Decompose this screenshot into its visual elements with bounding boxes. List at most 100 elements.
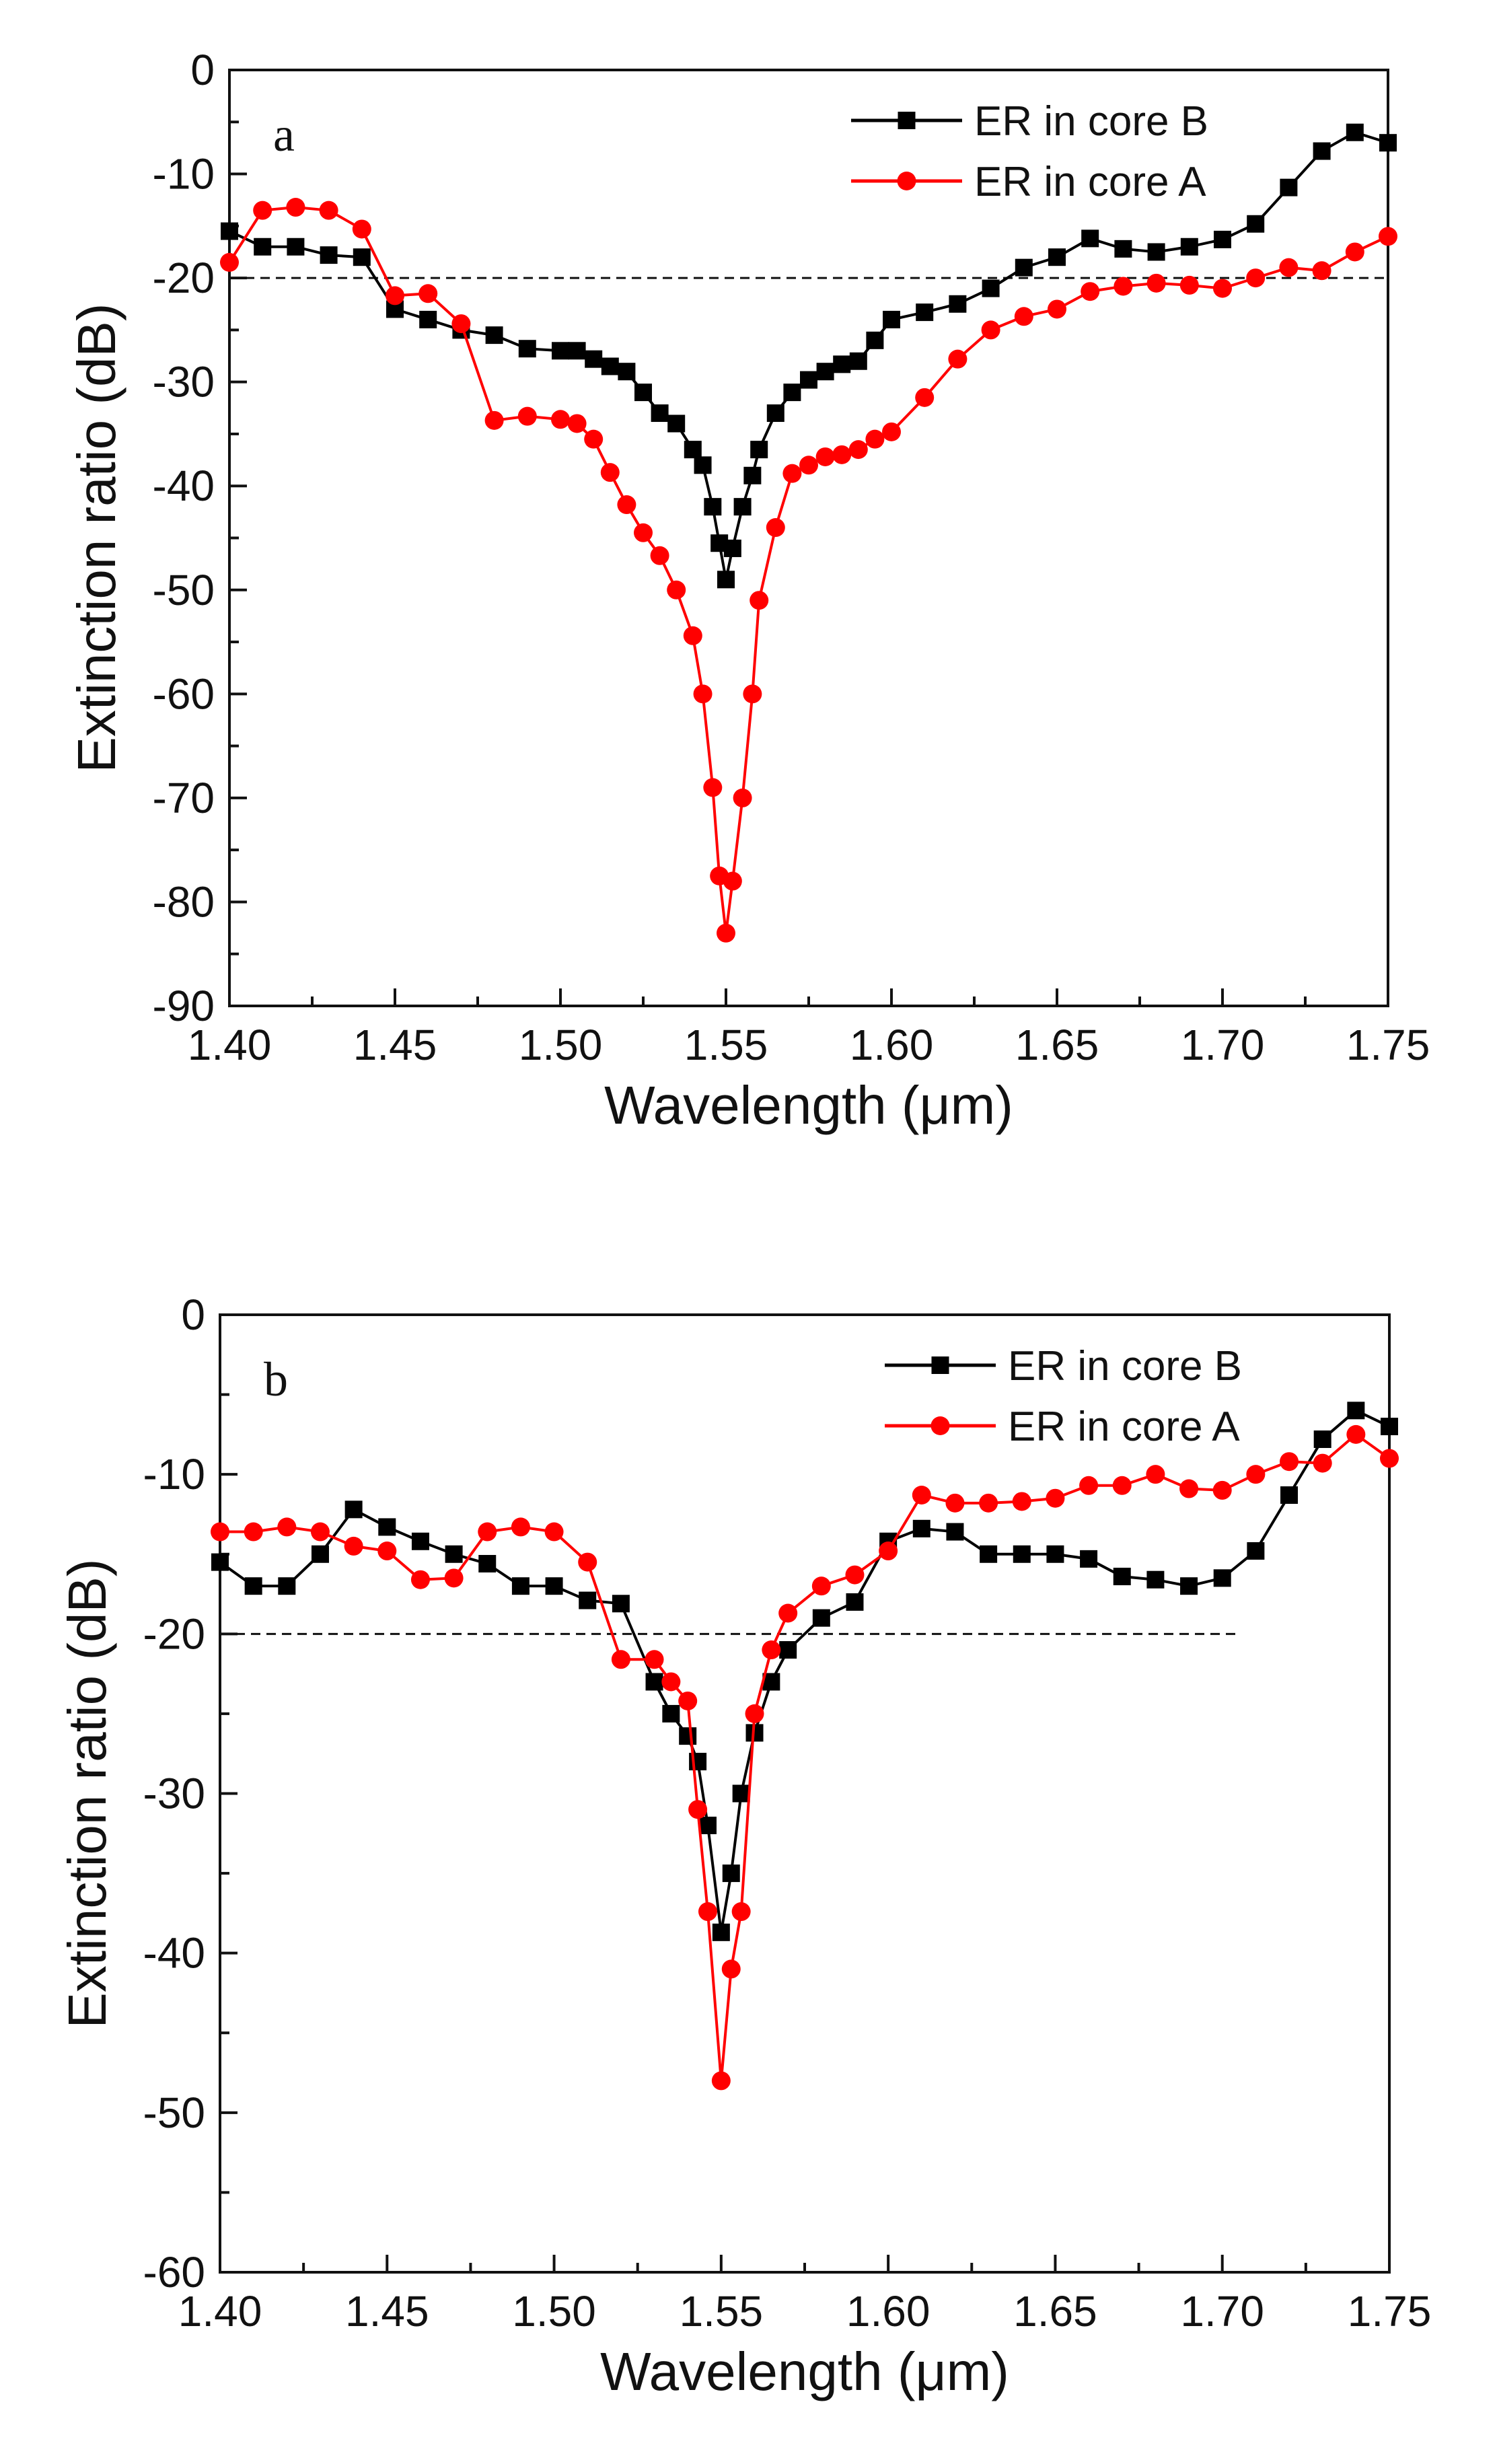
x-tick-label: 1.75 (1348, 2287, 1432, 2335)
y-axis-title: Extinction ratio (dB) (57, 1558, 117, 2028)
data-point-square (211, 1553, 229, 1571)
data-point-circle (723, 871, 742, 891)
x-tick-label: 1.60 (846, 2287, 930, 2335)
y-tick-label: -20 (143, 1609, 206, 1658)
data-point-circle (567, 414, 587, 433)
x-tick-label: 1.70 (1181, 1021, 1265, 1069)
data-point-square (1146, 1570, 1165, 1589)
y-tick-label: -30 (153, 358, 215, 406)
data-point-square (1015, 258, 1033, 277)
data-point-circle (979, 1493, 998, 1513)
data-point-square (679, 1727, 697, 1745)
data-point-square (733, 498, 752, 516)
data-point-circle (1312, 261, 1331, 281)
data-point-square (1313, 1430, 1331, 1448)
data-point-circle (1279, 258, 1299, 277)
legend-label: ER in core A (1008, 1404, 1240, 1450)
data-point-square (244, 1577, 262, 1595)
data-point-circle (578, 1552, 597, 1572)
data-point-square (723, 539, 741, 557)
data-point-square (1046, 1545, 1064, 1563)
data-point-square (1013, 1545, 1031, 1563)
data-point-circle (848, 440, 868, 460)
data-point-circle (319, 201, 338, 220)
data-point-square (485, 326, 503, 345)
data-point-square (1113, 1567, 1131, 1585)
data-point-square (816, 363, 834, 381)
data-point-circle (815, 447, 835, 466)
data-point-square (712, 1923, 730, 1941)
data-point-square (1048, 248, 1066, 266)
data-point-square (783, 384, 801, 402)
x-tick-label: 1.45 (353, 1021, 437, 1069)
data-point-circle (253, 201, 272, 220)
y-tick-label: -90 (153, 982, 215, 1030)
data-point-square (982, 279, 1000, 297)
y-tick-label: -60 (153, 669, 215, 718)
data-point-circle (511, 1517, 530, 1537)
y-tick-label: -40 (153, 462, 215, 510)
data-point-circle (832, 445, 852, 464)
data-point-square (478, 1554, 497, 1572)
y-tick-label: -50 (143, 2089, 206, 2137)
data-point-circle (750, 591, 769, 610)
data-point-square (667, 414, 686, 433)
data-point-circle (1112, 1476, 1132, 1495)
chart-panel-a: 1.40 1.45 1.50 1.55 1.60 1.65 1.70 1.75 0 -10 -20 -… (67, 46, 1430, 1135)
data-point-circle (1079, 1476, 1099, 1495)
data-point-circle (645, 1650, 664, 1669)
data-point-square (568, 342, 586, 360)
y-tick-label: 0 (190, 46, 215, 94)
data-point-square (866, 331, 884, 349)
legend-label: ER in core B (1008, 1343, 1242, 1389)
data-point-square (1247, 215, 1265, 233)
data-point-circle (1014, 307, 1033, 326)
data-point-circle (451, 314, 471, 334)
data-point-square (445, 1545, 463, 1563)
data-point-circle (1246, 268, 1266, 288)
data-point-square (732, 1784, 750, 1803)
panel-label: b (264, 1352, 288, 1406)
data-point-square (618, 363, 636, 381)
plot-frame (219, 1313, 1391, 2274)
data-point-circle (551, 410, 570, 429)
legend-marker-circle (897, 172, 916, 190)
data-point-circle (377, 1542, 397, 1561)
data-point-circle (743, 684, 762, 704)
data-point-circle (865, 429, 885, 449)
data-point-square (344, 1500, 363, 1519)
data-point-square (545, 1577, 563, 1595)
data-point-circle (418, 284, 438, 303)
x-axis-title: Wavelength (μm) (600, 2342, 1009, 2401)
data-point-circle (1048, 299, 1066, 319)
data-point-square (694, 456, 712, 474)
y-tick-label: -20 (153, 254, 215, 302)
data-point-square (311, 1545, 329, 1563)
series-core-a: ER in core A (220, 159, 1397, 943)
data-point-square (766, 404, 784, 423)
data-point-circle (693, 684, 713, 704)
data-point-square (779, 1641, 797, 1659)
plot-frame (228, 69, 1389, 1007)
y-axis-title: Extinction ratio (dB) (67, 303, 126, 772)
data-point-circle (766, 518, 785, 538)
data-point-circle (945, 1493, 965, 1513)
y-tick-label: -70 (153, 774, 215, 822)
data-point-square (634, 384, 652, 402)
x-tick-label: 1.40 (188, 1021, 272, 1069)
data-point-square (1080, 1550, 1098, 1568)
series-line (229, 131, 1389, 580)
data-point-square (846, 1593, 864, 1611)
data-point-square (411, 1532, 429, 1550)
legend-label: ER in core B (974, 98, 1208, 145)
data-point-circle (811, 1577, 831, 1596)
data-point-square (684, 441, 702, 459)
series-core-a: ER in core A (211, 1404, 1399, 2091)
data-point-circle (1345, 242, 1364, 262)
data-point-circle (1213, 279, 1232, 298)
data-point-square (353, 248, 371, 266)
data-point-circle (698, 1902, 717, 1922)
data-point-square (946, 1523, 964, 1541)
data-point-square (221, 222, 238, 240)
